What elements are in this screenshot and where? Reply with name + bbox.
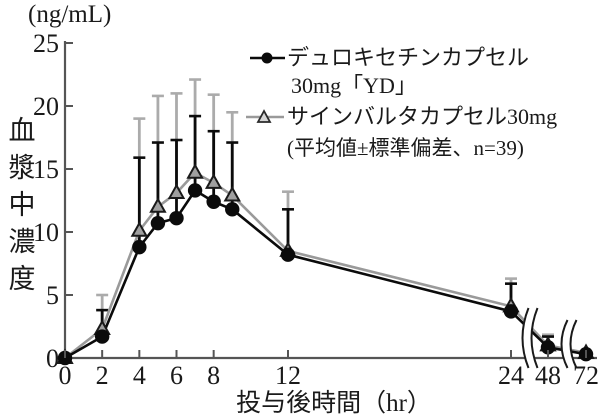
circle-marker <box>206 194 221 209</box>
axis-break-mark <box>560 319 569 369</box>
y-tick-label: 10 <box>33 218 59 247</box>
axis-break-mark <box>521 307 530 369</box>
axis-break-mask <box>522 306 538 370</box>
legend-series1-label: デュロキセチンカプセル <box>287 45 529 70</box>
circle-marker <box>187 183 203 198</box>
legend-series1-marker-icon <box>261 52 273 64</box>
y-tick-label: 0 <box>46 344 59 373</box>
x-tick-label: 24 <box>498 361 524 390</box>
circle-marker <box>280 247 296 262</box>
axis-break-mark <box>569 319 578 369</box>
x-tick-label: 4 <box>133 361 146 390</box>
circle-marker <box>150 215 166 231</box>
legend-series2-label: サインバルタカプセル30mg <box>287 104 557 129</box>
legend-note: (平均値±標準偏差、n=39) <box>287 136 524 160</box>
x-tick-label: 12 <box>275 361 301 390</box>
circle-marker <box>503 304 519 319</box>
triangle-marker <box>186 163 204 179</box>
x-tick-label: 48 <box>535 361 561 390</box>
triangle-marker <box>130 221 149 237</box>
y-tick-label: 15 <box>33 155 59 184</box>
legend-series1-label-line2: 30mg「YD」 <box>291 73 417 98</box>
triangle-marker <box>167 183 186 199</box>
x-tick-label: 72 <box>573 361 599 390</box>
axis-break-mark <box>530 307 539 369</box>
axis-break-mask <box>561 317 577 371</box>
x-tick-label: 2 <box>96 361 109 390</box>
circle-marker <box>540 340 556 355</box>
x-tick-label: 0 <box>59 361 72 390</box>
triangle-marker <box>204 173 223 189</box>
circle-marker <box>225 202 240 217</box>
y-tick-label: 5 <box>46 281 59 310</box>
triangle-marker <box>223 185 241 202</box>
y-tick-label: 20 <box>33 92 59 121</box>
triangle-marker <box>149 197 167 213</box>
y-axis-unit-label: (ng/mL) <box>28 1 111 28</box>
legend-series2-marker-icon <box>256 109 272 123</box>
y-tick-label: 25 <box>33 29 59 58</box>
series-line-1 <box>64 189 587 360</box>
x-axis-title: 投与後時間（hr） <box>236 389 432 417</box>
x-tick-label: 6 <box>170 361 183 390</box>
circle-marker <box>94 329 110 344</box>
x-tick-label: 8 <box>207 361 220 390</box>
y-axis-title: 血漿中濃度 <box>9 116 36 294</box>
circle-marker <box>169 210 184 226</box>
circle-marker <box>132 239 147 255</box>
